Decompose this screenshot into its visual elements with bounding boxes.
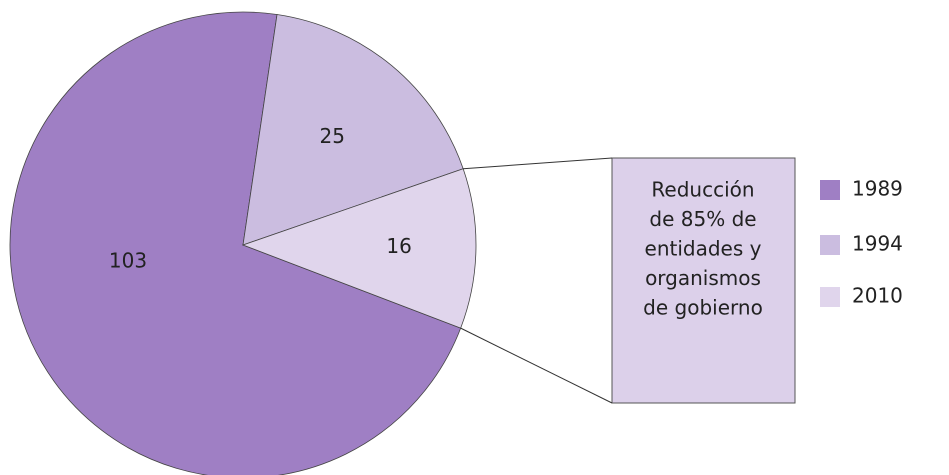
pie-slice <box>242 14 464 246</box>
legend-label: 1989 <box>852 177 903 201</box>
legend-swatch <box>820 180 840 200</box>
annotation-text: entidades y <box>645 237 762 261</box>
annotation-text: organismos <box>645 266 761 290</box>
legend-label: 1994 <box>852 232 903 256</box>
connector-line <box>460 327 613 404</box>
data-label: 16 <box>386 234 411 258</box>
annotation-box <box>611 157 796 404</box>
legend-swatch <box>820 235 840 255</box>
connector-line <box>463 157 613 170</box>
legend-label: 2010 <box>852 284 903 308</box>
data-label: 103 <box>109 249 147 273</box>
annotation-text: Reducción <box>651 178 754 202</box>
data-label: 25 <box>319 124 344 148</box>
legend-swatch <box>820 287 840 307</box>
annotation-text: de gobierno <box>643 296 763 320</box>
annotation-text: de 85% de <box>649 207 756 231</box>
pie-slice <box>9 11 462 475</box>
pie-slice <box>241 168 477 329</box>
